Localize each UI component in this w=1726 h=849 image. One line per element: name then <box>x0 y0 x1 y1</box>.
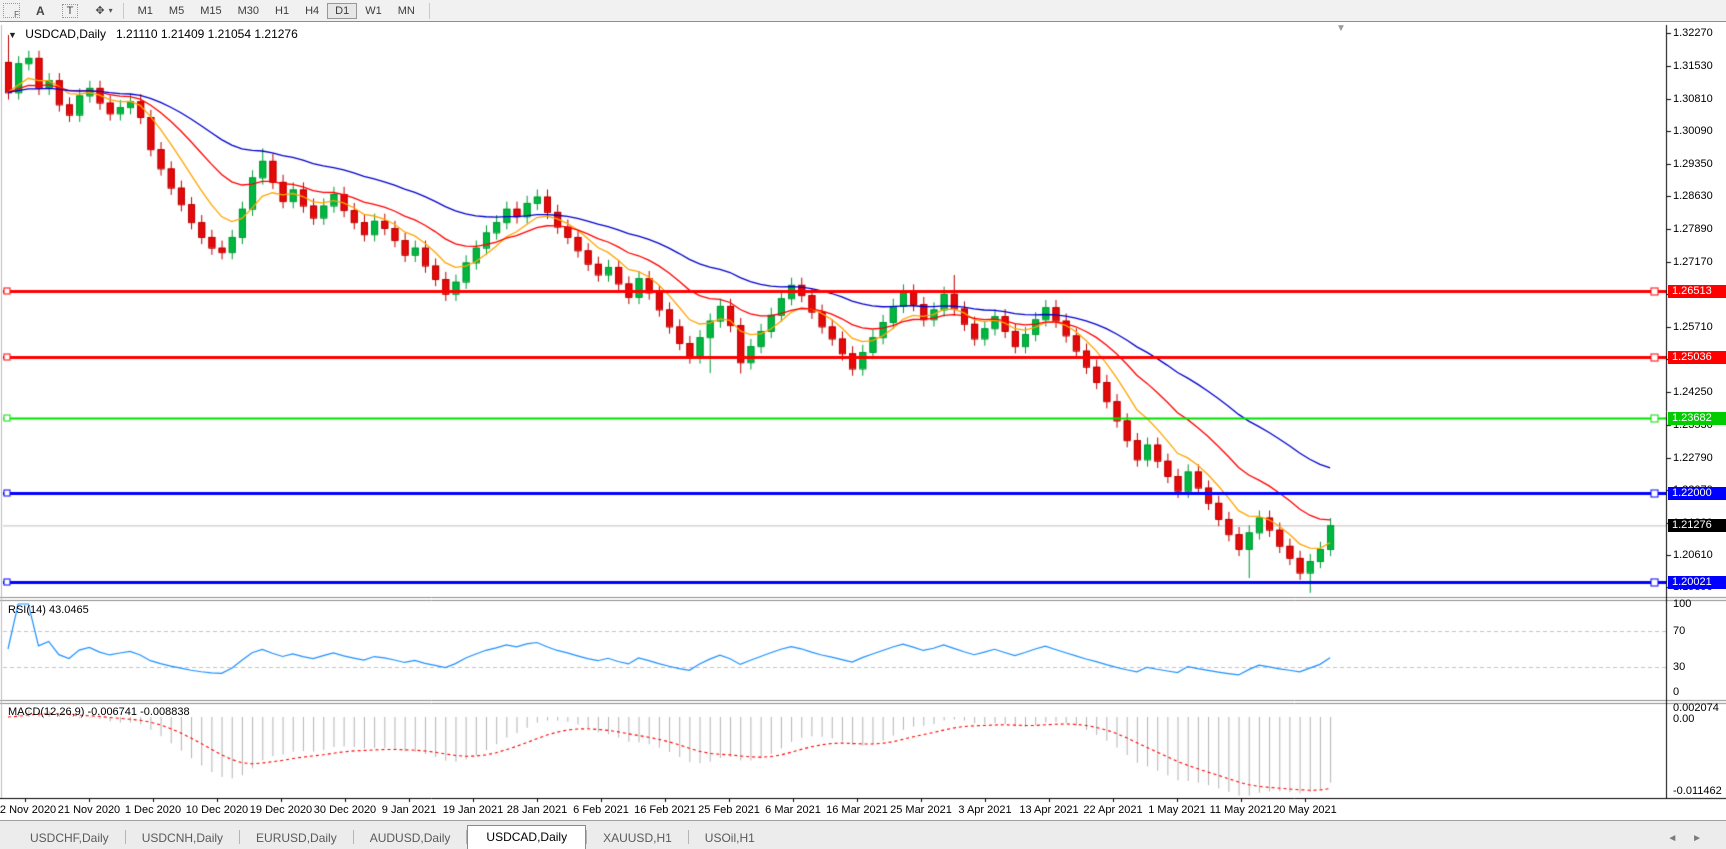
ohlc-open: 1.21110 <box>115 27 158 41</box>
timeframe-button-d1[interactable]: D1 <box>327 2 358 19</box>
price-tick-label: 1.24250 <box>1673 386 1713 399</box>
current-price-label: 1.21276 <box>1668 519 1726 533</box>
price-tick-label: 1.30090 <box>1673 124 1713 137</box>
hline-price-label: 1.23682 <box>1668 411 1726 425</box>
date-label: 6 Mar 2021 <box>765 804 821 816</box>
timeframe-group: M1 M5 M15 M30 H1 H4 D1 W1 MN <box>130 2 423 19</box>
collapse-triangle-icon[interactable]: ▼ <box>8 30 17 40</box>
date-label: 16 Mar 2021 <box>826 804 888 816</box>
rsi-scale-label: 70 <box>1673 625 1686 637</box>
macd-indicator-label: MACD(12,26,9) -0.006741 -0.008838 <box>8 706 190 718</box>
date-label: 30 Dec 2020 <box>313 804 377 816</box>
tab-scroll-arrows: ◄ ► <box>1661 833 1708 844</box>
price-tick-label: 1.25710 <box>1673 320 1713 333</box>
rsi-name: RSI(14) <box>8 604 46 616</box>
tab-xauusd-h1[interactable]: XAUUSD,H1 <box>603 831 672 845</box>
toolbar-separator <box>122 2 124 19</box>
tab-separator <box>239 830 241 844</box>
chart-shift-marker-icon[interactable]: ▼ <box>1336 23 1346 34</box>
date-label: 12 Nov 2020 <box>0 804 57 816</box>
tab-usdchf-daily[interactable]: USDCHF,Daily <box>30 831 109 845</box>
price-tick-label: 1.22790 <box>1673 451 1713 464</box>
hline-price-label: 1.25036 <box>1668 351 1726 365</box>
rsi-value: 43.0465 <box>48 604 89 616</box>
timeframe-button-w1[interactable]: W1 <box>365 4 382 17</box>
toolbar: F A T ✥ ▾ M1 M5 M15 M30 H1 H4 D1 W1 MN <box>0 0 1726 22</box>
tab-usoil-h1[interactable]: USOil,H1 <box>704 831 755 845</box>
rsi-scale-label: 100 <box>1673 598 1692 610</box>
date-label: 25 Mar 2021 <box>890 804 952 816</box>
price-tick-label: 1.27890 <box>1673 223 1713 236</box>
macd-signal-value: -0.008838 <box>140 706 190 718</box>
date-label: 3 Apr 2021 <box>958 804 1012 816</box>
ohlc-high: 1.21409 <box>160 27 205 41</box>
tab-separator <box>586 830 588 844</box>
hline-price-label: 1.26513 <box>1668 284 1726 298</box>
ohlc-close: 1.21276 <box>254 27 298 41</box>
hline-price-label: 1.20021 <box>1668 575 1726 589</box>
timeframe-button-m5[interactable]: M5 <box>168 4 185 17</box>
tab-separator <box>124 830 126 844</box>
date-label: 13 Apr 2021 <box>1019 804 1079 816</box>
tab-separator <box>687 830 689 844</box>
date-label: 16 Feb 2021 <box>634 804 696 816</box>
chevron-down-icon[interactable]: ▾ <box>108 6 113 15</box>
timeframe-button-h1[interactable]: H1 <box>275 4 290 17</box>
chart-canvas[interactable] <box>0 22 1726 821</box>
hline-price-label: 1.22000 <box>1668 487 1726 500</box>
date-label: 25 Feb 2021 <box>698 804 760 816</box>
tab-eurusd-daily[interactable]: EURUSD,Daily <box>256 831 337 845</box>
tab-scroll-left-icon[interactable]: ◄ <box>1667 833 1678 844</box>
date-label: 22 Apr 2021 <box>1083 804 1143 816</box>
macd-scale-zero: 0.00 <box>1673 713 1695 725</box>
font-tool-button[interactable]: A <box>36 3 45 18</box>
timeframe-button-mn[interactable]: MN <box>397 4 415 17</box>
tab-audusd-daily[interactable]: AUDUSD,Daily <box>369 831 451 845</box>
date-label: 6 Feb 2021 <box>573 804 629 816</box>
price-tick-label: 1.20610 <box>1673 549 1713 562</box>
date-label: 20 May 2021 <box>1273 804 1337 816</box>
date-label: 1 May 2021 <box>1148 804 1206 816</box>
chart-window: ▼ USDCAD,Daily 1.21110 1.21409 1.21054 1… <box>0 21 1726 821</box>
tab-usdcnh-daily[interactable]: USDCNH,Daily <box>141 831 224 845</box>
price-tick-label: 1.30810 <box>1673 92 1713 105</box>
price-tick-label: 1.29350 <box>1673 157 1713 170</box>
price-tick-label: 1.27170 <box>1673 255 1713 268</box>
tab-scroll-right-icon[interactable]: ► <box>1692 833 1702 844</box>
macd-main-value: -0.006741 <box>87 706 138 718</box>
timeframe-button-m15[interactable]: M15 <box>200 4 222 17</box>
chart-symbol: USDCAD,Daily <box>25 27 106 41</box>
rsi-scale-label: 0 <box>1673 686 1680 698</box>
date-label: 10 Dec 2020 <box>185 804 249 816</box>
macd-scale-bottom: -0.011462 <box>1673 785 1722 797</box>
date-label: 28 Jan 2021 <box>506 804 568 816</box>
macd-scale-top: 0.002074 <box>1673 702 1719 714</box>
text-tool-button[interactable]: T <box>61 3 79 18</box>
tab-separator <box>466 830 468 844</box>
timeframe-button-h4[interactable]: H4 <box>305 4 320 17</box>
timeframe-button-m30[interactable]: M30 <box>237 4 260 17</box>
macd-name: MACD(12,26,9) <box>8 706 85 718</box>
ohlc-low: 1.21054 <box>207 27 252 41</box>
date-label: 19 Dec 2020 <box>249 804 313 816</box>
price-tick-label: 1.32270 <box>1673 27 1713 40</box>
chart-title: ▼ USDCAD,Daily 1.21110 1.21409 1.21054 1… <box>8 27 298 41</box>
price-tick-label: 1.28630 <box>1673 190 1713 203</box>
date-label: 21 Nov 2020 <box>57 804 121 816</box>
tab-usdcad-daily[interactable]: USDCAD,Daily <box>467 825 587 849</box>
timeframe-button-m1[interactable]: M1 <box>137 4 153 17</box>
toolbar-separator <box>428 2 430 19</box>
date-label: 11 May 2021 <box>1209 804 1273 816</box>
price-tick-label: 1.31530 <box>1673 60 1713 73</box>
rsi-scale-label: 30 <box>1673 661 1686 673</box>
rsi-indicator-label: RSI(14) 43.0465 <box>8 604 89 616</box>
date-label: 1 Dec 2020 <box>124 804 182 816</box>
date-label: 9 Jan 2021 <box>381 804 437 816</box>
dotted-grid-icon[interactable]: F <box>3 3 20 19</box>
arrow-style-tool-button[interactable]: ✥ <box>95 5 105 17</box>
date-label: 19 Jan 2021 <box>442 804 504 816</box>
symbol-tab-bar: USDCHF,Daily USDCNH,Daily EURUSD,Daily AUDU… <box>0 820 1726 849</box>
tab-separator <box>352 830 354 844</box>
